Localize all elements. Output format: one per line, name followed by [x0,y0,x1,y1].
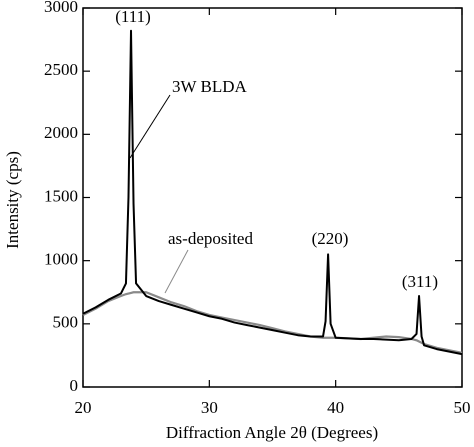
y-axis-label: Intensity (cps) [3,151,22,249]
peak-label: (311) [402,272,438,291]
series-label: as-deposited [168,229,253,248]
y-tick-label: 3000 [44,0,78,16]
series-label: 3W BLDA [172,77,247,96]
x-tick-label: 30 [201,398,218,417]
y-tick-label: 1000 [44,250,78,269]
data-line [82,29,463,356]
x-axis-label: Diffraction Angle 2θ (Degrees) [166,423,378,442]
data-line [82,291,463,354]
peak-label: (111) [115,7,151,26]
x-tick-label: 20 [75,398,92,417]
y-tick-label: 2000 [44,123,78,142]
y-tick-label: 0 [70,376,79,395]
leader-line [164,249,189,294]
y-tick-label: 1500 [44,186,78,205]
x-tick-label: 40 [327,398,344,417]
y-tick-label: 500 [53,313,79,332]
leader-line [129,94,171,159]
y-tick-label: 2500 [44,60,78,79]
peak-label: (220) [312,229,349,248]
x-tick-label: 50 [454,398,471,417]
